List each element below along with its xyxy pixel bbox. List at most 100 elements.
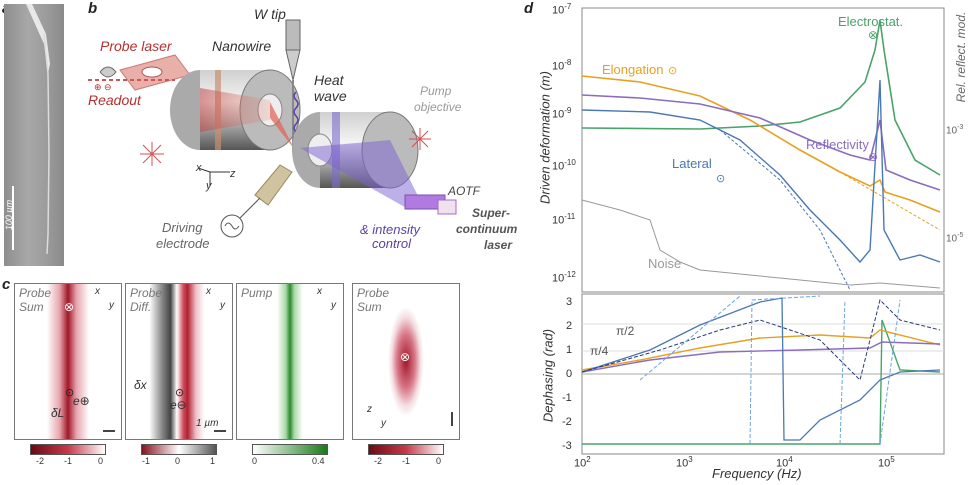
scale-bar-c2 [214, 430, 226, 432]
map-probe-sum: Probe Sum x y ⊗ ⊙ δL e⊕ [14, 283, 122, 440]
y-right-tick: 10-3 [946, 124, 964, 137]
colorbar-4 [368, 444, 444, 455]
e-plus-label: e⊕ [73, 394, 90, 408]
colorbar-4-tick: -2 [374, 456, 383, 466]
scale-bar-c1 [103, 430, 115, 432]
legend-elongation-symbol: ⊙ [668, 65, 678, 77]
panel-label-c: c [2, 276, 11, 293]
phase-lateral [581, 297, 941, 441]
phase-reflectivity [581, 341, 941, 373]
panel-label-b: b [88, 0, 98, 17]
legend-lateral-symbol: ⊙ [716, 173, 726, 185]
legend-reflectivity-symbol: ⊗ [868, 150, 879, 164]
series-noise [581, 199, 941, 289]
map4-ax2: y [381, 418, 386, 429]
colorbar-1-tick: -2 [36, 456, 45, 466]
map1-ax2: y [109, 300, 114, 311]
odot-icon: ⊙ [65, 387, 75, 399]
x-tick: 102 [574, 455, 591, 470]
colorbar-4-tick: 0 [436, 456, 442, 466]
phase-lateral-fit [639, 295, 901, 445]
map1-ax1: x [95, 286, 100, 297]
map4-ax1: z [367, 404, 372, 415]
axis-z-label: z [230, 168, 236, 180]
setup-schematic [88, 19, 457, 238]
intensity-label-1: & intensity [360, 222, 420, 237]
colorbar-4-tick: -1 [402, 456, 411, 466]
series-electrostat [581, 19, 941, 176]
xlabel: Frequency (Hz) [712, 466, 802, 481]
map3-title-1: Pump [241, 286, 273, 300]
map2-title-1: Probe [130, 286, 163, 300]
heat-wave-label-2: wave [314, 88, 347, 104]
probe-laser-label: Probe laser [100, 38, 172, 54]
otimes-icon: ⊗ [64, 300, 75, 314]
pump-objective-label-1: Pump [420, 84, 452, 98]
y-bottom-tick: -2 [562, 416, 572, 428]
readout-signs: ⊕ ⊖ [94, 82, 112, 92]
colorbar-2 [141, 444, 217, 455]
plot-top-frame [581, 7, 945, 293]
x-tick: 104 [776, 455, 793, 470]
aotf-label: AOTF [448, 184, 480, 198]
e-minus-label: e⊖ [170, 398, 187, 412]
supercontinuum-label-2: continuum [456, 222, 518, 236]
delta-l-label: δL [51, 406, 65, 420]
annotation-pi-half: π/2 [616, 324, 635, 338]
series-elongation [581, 75, 941, 213]
map2-title-2: Diff. [130, 300, 152, 314]
driving-electrode-icon [220, 164, 293, 238]
map3-ax2: y [331, 300, 336, 311]
y-tick: 10-9 [552, 106, 572, 121]
series-reflectivity [581, 94, 941, 191]
annotation-pi-quarter: π/4 [590, 344, 609, 358]
y-bottom-tick: 2 [566, 320, 573, 332]
readout-label: Readout [88, 92, 141, 108]
y-bottom-tick: -3 [562, 440, 572, 452]
delta-x-label: δx [134, 378, 147, 392]
phase-elongation [581, 329, 941, 371]
colorbar-1 [30, 444, 106, 455]
y-tick: 10-11 [552, 212, 576, 227]
series-elongation-fit [839, 171, 941, 231]
y-tick: 10-10 [552, 158, 576, 173]
colorbar-2-tick: -1 [142, 456, 151, 466]
direction-star-icon [140, 128, 431, 166]
pump-objective-label-2: objective [414, 100, 462, 114]
map1-title-2: Sum [19, 300, 44, 314]
legend-reflectivity: Reflectivity [806, 137, 869, 152]
series-lateral [581, 79, 941, 264]
w-tip-icon [285, 19, 301, 150]
supercontinuum-label-3: laser [484, 238, 513, 252]
pump-objective-icon [292, 111, 457, 215]
series-lateral-fit [719, 129, 851, 291]
y-bottom-tick: 1 [566, 344, 573, 356]
panel-label-d: d [524, 0, 534, 17]
y-bottom-tick: 3 [566, 296, 573, 308]
scale-bar-a [12, 186, 14, 250]
map1-title-1: Probe [19, 286, 52, 300]
y-bottom-tick: -1 [562, 392, 572, 404]
nanowire-label: Nanowire [212, 38, 272, 54]
scale-bar-label: 1 µm [196, 418, 219, 429]
y-tick: 10-8 [552, 58, 572, 73]
axis-y-label: y [206, 180, 212, 192]
colorbar-1-tick: -1 [64, 456, 73, 466]
map-pump: Pump x y [236, 283, 344, 440]
y-bottom-tick: 0 [566, 368, 573, 380]
heat-wave-label-1: Heat [314, 72, 344, 88]
colorbar-3 [252, 444, 328, 455]
y-right-tick: 10-5 [946, 232, 964, 245]
probe-laser-icon [88, 54, 191, 91]
otimes-icon: ⊗ [400, 350, 411, 364]
map2-ax1: x [206, 286, 211, 297]
odot-icon: ⊙ [175, 387, 185, 399]
map2-ax2: y [220, 300, 225, 311]
colorbar-3-tick: 0.4 [312, 456, 325, 466]
supercontinuum-label-1: Super- [472, 206, 511, 220]
w-tip-label: W tip [254, 6, 286, 22]
legend-noise: Noise [648, 256, 682, 271]
phase-electrostat [582, 319, 941, 445]
driving-electrode-label-2: electrode [156, 236, 210, 251]
